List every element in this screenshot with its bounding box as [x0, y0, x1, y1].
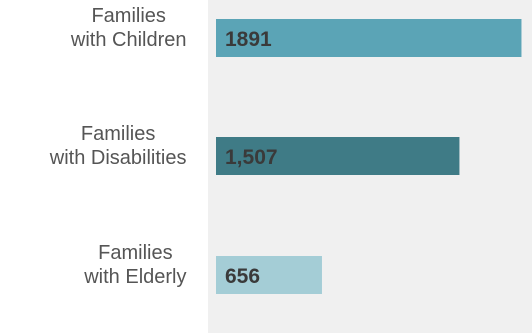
bar-1 — [216, 137, 460, 175]
category-label-1-line-0: Families — [81, 123, 155, 145]
category-label-2: Families with Elderly — [83, 242, 186, 288]
value-label-2: 656 — [225, 265, 260, 288]
category-label-0-line-1: with Children — [70, 29, 187, 51]
category-label-2-line-1: with Elderly — [83, 266, 186, 288]
value-label-0: 1891 — [225, 28, 272, 51]
category-label-0: Families with Children — [70, 5, 187, 51]
category-label-1-line-1: with Disabilities — [49, 147, 187, 169]
bar-2 — [216, 256, 322, 294]
category-label-2-line-0: Families — [98, 242, 172, 264]
category-label-1: Families with Disabilities — [49, 123, 187, 169]
category-label-0-line-0: Families — [91, 5, 165, 27]
bar-0 — [216, 19, 522, 57]
value-label-1: 1,507 — [225, 146, 278, 169]
